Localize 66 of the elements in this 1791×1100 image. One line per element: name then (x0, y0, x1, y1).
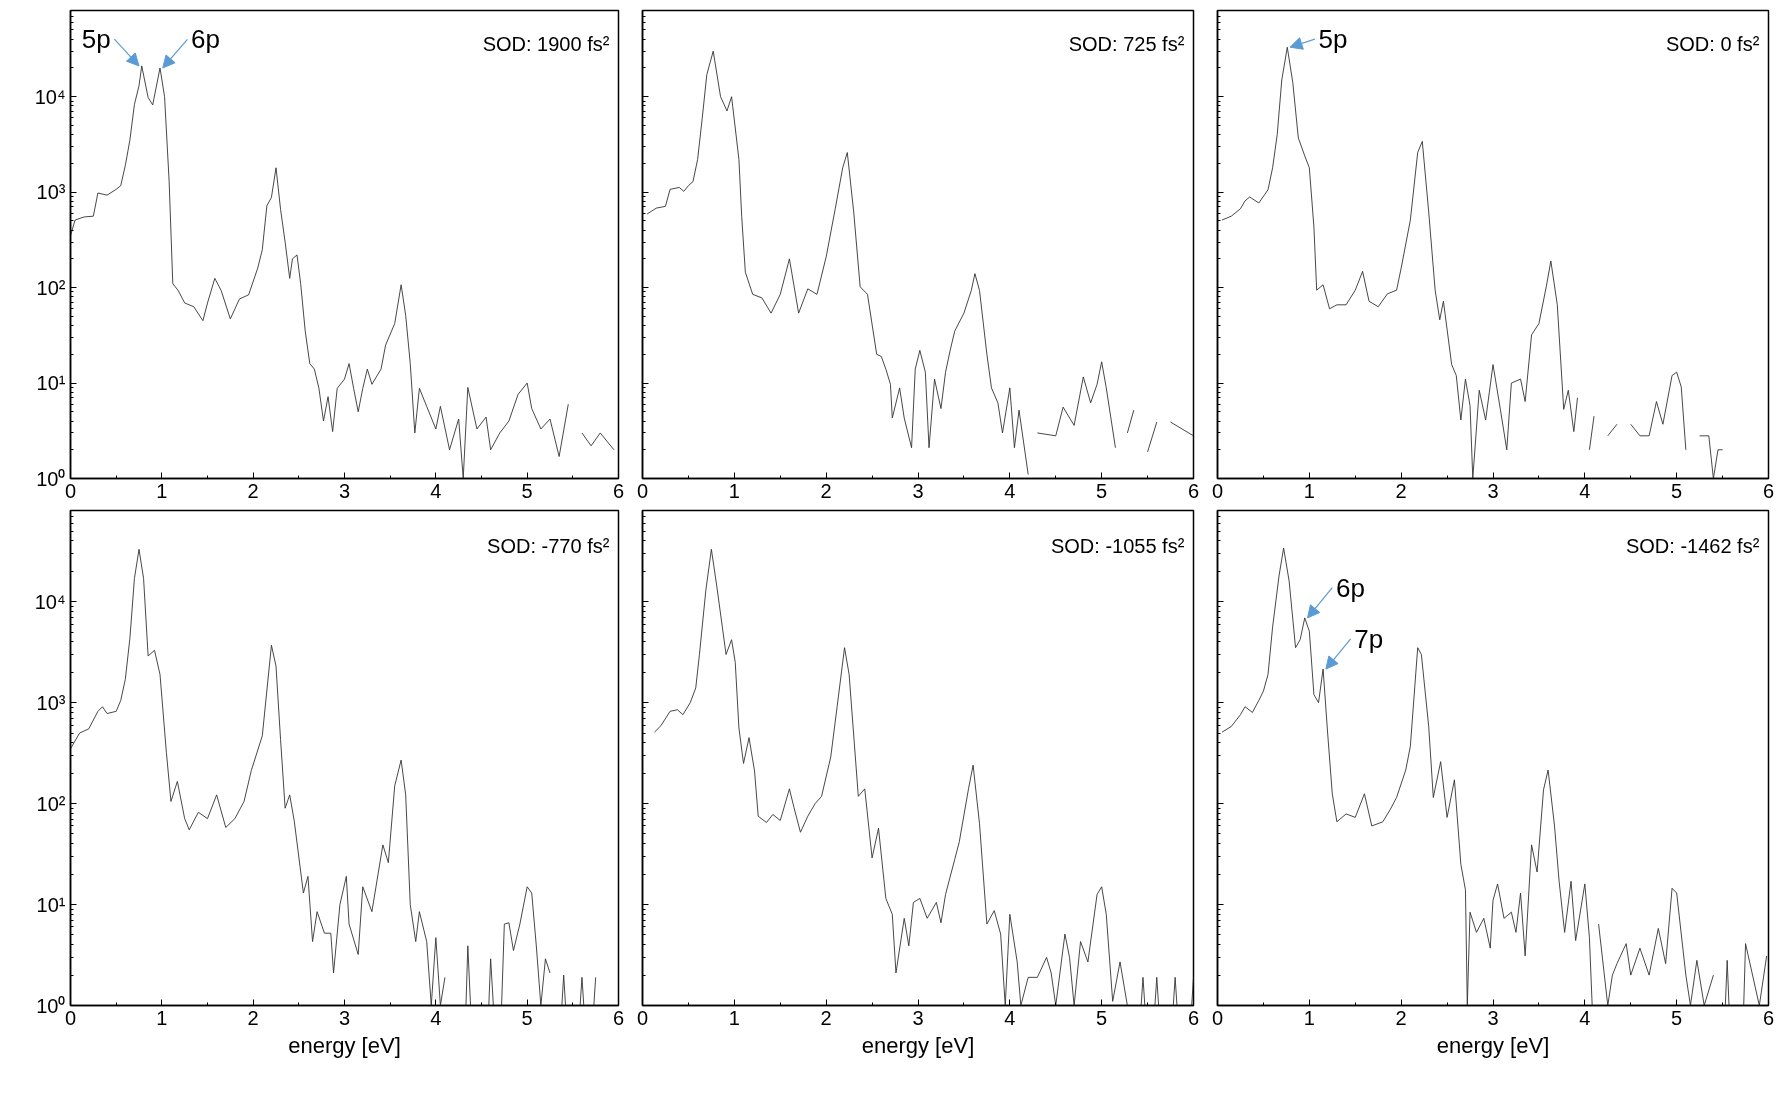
x-tick-label: 1 (728, 479, 740, 502)
x-tick-label: 6 (612, 479, 625, 502)
annotation: 6p (191, 24, 220, 55)
x-tick-label: 3 (338, 1006, 351, 1029)
annotation: 5p (81, 24, 111, 55)
x-tick-label: 2 (820, 1006, 832, 1029)
x-tick-label: 1 (156, 1006, 168, 1029)
x-tick-label: 1 (1303, 1006, 1315, 1029)
x-tick-label: 1 (728, 1006, 740, 1029)
x-tick-label: 5 (521, 479, 533, 502)
x-tick-label: 5 (1096, 479, 1108, 502)
x-tick-label: 2 (1395, 479, 1407, 502)
y-tick-label: 10³ (36, 181, 66, 204)
x-tick-label: 6 (1762, 479, 1775, 502)
x-tick-label: 2 (247, 479, 259, 502)
x-tick-label: 6 (1187, 1006, 1200, 1029)
x-tick-label: 6 (612, 1006, 625, 1029)
x-axis-title: energy [eV] (1436, 1032, 1550, 1058)
x-tick-label: 2 (247, 1006, 259, 1029)
x-tick-label: 4 (1004, 1006, 1016, 1029)
x-tick-label: 3 (338, 479, 351, 502)
annotation: SOD: -1462 fs² (1625, 534, 1760, 557)
x-tick-label: 0 (64, 479, 77, 502)
x-tick-label: 3 (1487, 479, 1499, 502)
x-axis-title: energy [eV] (288, 1032, 401, 1058)
x-axis-title: energy [eV] (861, 1032, 975, 1058)
x-tick-label: 0 (1211, 479, 1224, 502)
annotation: SOD: 1900 fs² (482, 32, 610, 55)
x-tick-label: 6 (1762, 1006, 1775, 1029)
y-tick-label: 10⁰ (36, 994, 66, 1017)
x-tick-label: 0 (636, 1006, 649, 1029)
annotation: 7p (1354, 623, 1384, 654)
x-tick-label: 4 (1004, 479, 1016, 502)
x-tick-label: 5 (1671, 1006, 1683, 1029)
x-tick-label: 4 (430, 479, 442, 502)
x-tick-label: 3 (1487, 1006, 1499, 1029)
x-tick-label: 1 (156, 479, 168, 502)
x-tick-label: 6 (1187, 479, 1200, 502)
x-tick-label: 4 (1579, 1006, 1591, 1029)
x-tick-label: 3 (912, 479, 924, 502)
y-tick-label: 10⁴ (34, 590, 66, 613)
y-tick-label: 10³ (36, 691, 66, 714)
y-tick-label: 10⁴ (34, 85, 66, 108)
x-tick-label: 5 (1096, 1006, 1108, 1029)
y-tick-label: 10² (36, 792, 66, 815)
x-tick-label: 4 (430, 1006, 442, 1029)
annotation: SOD: 0 fs² (1665, 32, 1760, 55)
x-tick-label: 2 (1395, 1006, 1407, 1029)
annotation: SOD: -770 fs² (487, 534, 610, 557)
x-tick-label: 2 (820, 479, 832, 502)
y-tick-label: 10⁰ (36, 467, 66, 490)
annotation: 5p (1318, 24, 1348, 55)
annotation: 6p (1335, 572, 1365, 603)
x-tick-label: 0 (1211, 1006, 1224, 1029)
y-tick-label: 10¹ (36, 372, 66, 395)
annotation: SOD: -1055 fs² (1050, 534, 1185, 557)
x-tick-label: 4 (1579, 479, 1591, 502)
annotation: SOD: 725 fs² (1068, 32, 1185, 55)
y-tick-label: 10¹ (36, 893, 66, 916)
x-tick-label: 0 (636, 479, 649, 502)
x-tick-label: 5 (521, 1006, 533, 1029)
x-tick-label: 0 (64, 1006, 77, 1029)
x-tick-label: 3 (912, 1006, 924, 1029)
y-tick-label: 10² (36, 276, 66, 299)
x-tick-label: 5 (1671, 479, 1683, 502)
x-tick-label: 1 (1303, 479, 1315, 502)
